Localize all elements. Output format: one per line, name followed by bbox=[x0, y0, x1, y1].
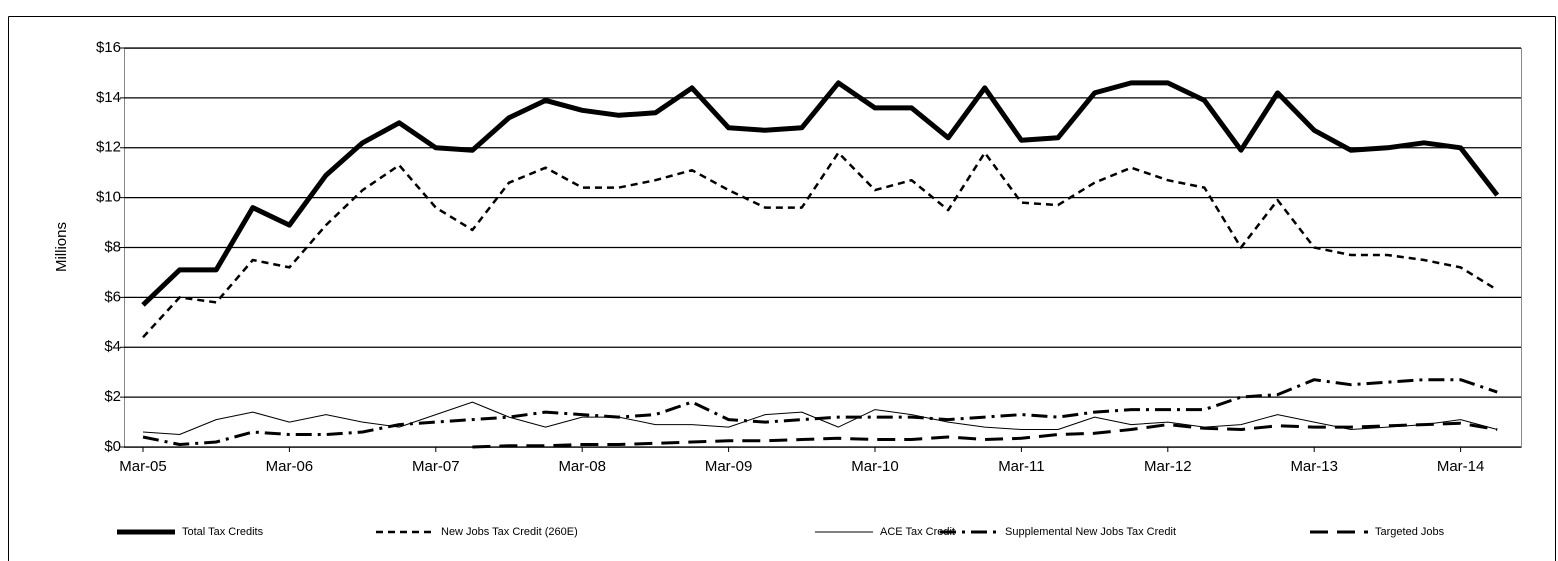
series-line bbox=[142, 151, 1498, 339]
x-tick-label: Mar-13 bbox=[1290, 458, 1338, 475]
x-tick-label: Mar-14 bbox=[1437, 458, 1485, 475]
series-line bbox=[142, 378, 1498, 446]
y-tick-label: $4 bbox=[104, 338, 121, 355]
series-line bbox=[472, 421, 1498, 449]
x-tick-label: Mar-06 bbox=[266, 458, 314, 475]
y-tick-label: $6 bbox=[104, 288, 121, 305]
legend-label: New Jobs Tax Credit (260E) bbox=[441, 526, 578, 538]
y-tick-label: $8 bbox=[104, 238, 121, 255]
x-tick-label: Mar-09 bbox=[705, 458, 753, 475]
y-tick-label: $14 bbox=[96, 89, 121, 106]
y-tick-label: $12 bbox=[96, 139, 121, 156]
legend-label: Targeted Jobs bbox=[1375, 526, 1445, 538]
x-tick-label: Mar-07 bbox=[412, 458, 460, 475]
y-tick-label: $10 bbox=[96, 189, 121, 206]
x-tick-label: Mar-10 bbox=[851, 458, 899, 475]
y-tick-label: $0 bbox=[104, 438, 121, 455]
y-tick-label: $2 bbox=[104, 388, 121, 405]
legend-label: ACE Tax Credit bbox=[880, 526, 955, 538]
y-axis-label: Millions bbox=[53, 222, 70, 272]
x-tick-label: Mar-05 bbox=[119, 458, 167, 475]
series-line bbox=[141, 80, 1500, 307]
legend-label: Supplemental New Jobs Tax Credit bbox=[1005, 526, 1176, 538]
x-tick-label: Mar-11 bbox=[998, 458, 1044, 475]
y-tick-label: $16 bbox=[96, 39, 121, 56]
legend-label: Total Tax Credits bbox=[182, 526, 264, 538]
x-tick-label: Mar-08 bbox=[558, 458, 606, 475]
x-tick-label: Mar-12 bbox=[1144, 458, 1192, 475]
